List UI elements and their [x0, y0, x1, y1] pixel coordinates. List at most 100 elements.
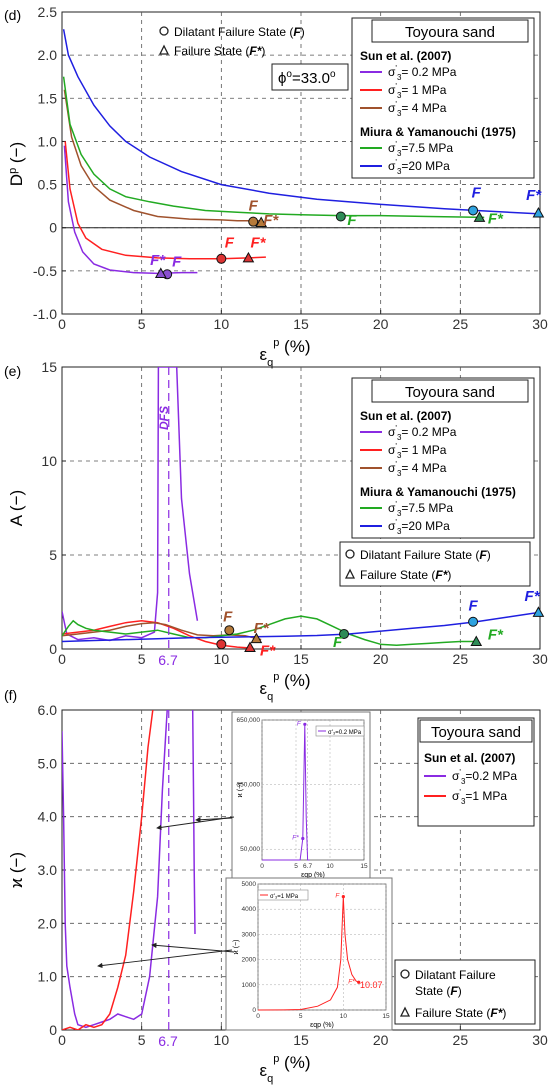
legend-series-label: σ'3=20 MPa	[388, 518, 450, 536]
inset-ylabel: ϰ (−)	[237, 783, 244, 798]
panel-e-markers	[216, 606, 545, 652]
inset-red-legend-text: σ'₃=1 MPa	[270, 894, 299, 900]
inset-x-tick-label: 15	[360, 863, 368, 870]
legend-series-label: σ'3=20 MPa	[388, 158, 450, 176]
y-tick-label: 6.0	[38, 702, 58, 718]
inset-y-tick-label: 50,000	[240, 846, 260, 853]
y-tick-label: 10	[41, 453, 57, 469]
series-line-3	[62, 615, 477, 646]
inset-red-plot: 0 5 10 15 5000 4000 3000 2000 1000 0 F F* εqp (%) ϰ (…	[233, 881, 390, 1029]
inset-marker-label: F*	[348, 978, 355, 985]
inset-red-box	[225, 877, 393, 1031]
marker-triangle	[242, 251, 255, 263]
marker-circle	[224, 625, 235, 636]
y-tick-label: 15	[41, 359, 57, 375]
marker-triangle	[250, 632, 263, 644]
panel-e-legend-box	[351, 377, 535, 539]
panel-e-xlabel: εqp (%)	[259, 671, 310, 703]
panel-d-legend-title-box	[371, 19, 529, 43]
arrow-inset-1b	[195, 817, 233, 823]
legend-circle-icon-f	[400, 969, 410, 979]
x-tick-label: 0	[58, 1032, 66, 1048]
x-tick-label: 30	[532, 316, 548, 332]
point-label: F*	[260, 643, 276, 660]
y-tick-label: 1.0	[38, 969, 58, 985]
marker-circle	[216, 639, 227, 650]
panel-e-legend-title-box	[371, 379, 529, 403]
phi-box	[271, 63, 349, 91]
legend-circle-icon-e	[345, 549, 355, 559]
panel-f-legend-items: σ'3=0.2 MPa σ'3=1 MPa	[424, 768, 517, 806]
svg-text:State (F): State (F)	[415, 984, 462, 998]
y-tick-label: 1.0	[38, 133, 58, 149]
x-tick-label: 0	[58, 316, 66, 332]
x-tick-label: 25	[453, 316, 469, 332]
inset-marker-label: F*	[292, 834, 299, 841]
x-tick-label: 15	[293, 316, 309, 332]
panel-e-point-labels: F F* F* F F* F F*	[223, 588, 541, 660]
x-tick-label: 10	[214, 1032, 230, 1048]
legend-series-label: σ'3= 4 MPa	[388, 460, 447, 478]
point-label: F*	[526, 187, 542, 204]
x-tick-label: 30	[532, 651, 548, 667]
legend-miura: Miura & Yamanouchi (1975)	[360, 125, 516, 139]
inset-marker	[357, 980, 361, 984]
marker-triangle	[154, 267, 167, 278]
panel-d-point-labels: F* FF F*FF* F F*F F*	[150, 185, 542, 271]
inset-purple-legend-text: σ'₃=0.2 MPa	[328, 730, 362, 736]
panel-d-label: (d)	[4, 7, 21, 23]
panel-d-ticks: 0 5 10 15 20 25 30 2.5 2.0 1.5 1.0 0.5 0 -0.5 -1.0	[33, 4, 548, 332]
x-tick-label: 5	[138, 316, 146, 332]
inset-marker	[301, 836, 305, 841]
marker-circle	[339, 628, 350, 639]
series-line-0	[62, 710, 168, 1029]
inset-ylabel: ϰ (−)	[233, 940, 240, 955]
svg-text:Dilatant Failure State (F): Dilatant Failure State (F)	[174, 25, 305, 39]
panel-f-marker-legend-box	[394, 959, 536, 1025]
y-tick-label: 0	[49, 220, 57, 236]
panel-f-67-label: 6.7	[158, 1033, 178, 1049]
y-tick-label: 2.5	[38, 4, 58, 20]
inset-y-tick-label: 4000	[242, 906, 257, 913]
inset-x-tick-label: 5	[299, 1013, 303, 1020]
y-tick-label: 5.0	[38, 755, 58, 771]
panel-e-ylabel: A (−)	[7, 490, 26, 526]
legend-fs-text: Failure State (	[174, 44, 249, 58]
inset-y-tick-label: 5000	[242, 881, 257, 888]
marker-triangle	[255, 216, 268, 228]
inset-y-tick-label: 2000	[242, 957, 257, 964]
series-line-1	[64, 141, 266, 260]
point-label: F*	[250, 235, 266, 252]
svg-text:Failure State (F*): Failure State (F*)	[360, 568, 451, 582]
point-label: F*	[488, 210, 504, 227]
inset-y-tick-label: 1000	[242, 982, 257, 989]
point-label: F*	[525, 588, 541, 605]
point-label: F	[223, 609, 233, 626]
panel-f-label: (f)	[4, 687, 17, 703]
panel-d-marker-legend: Dilatant Failure State (F) Failure State…	[158, 25, 305, 58]
legend-series-label: σ'3=0.2 MPa	[452, 768, 517, 786]
inset-red-1007: 10.07	[360, 980, 383, 990]
marker-triangle	[473, 211, 486, 222]
series-line-0	[62, 367, 199, 642]
inset-x-tick-label: 5	[294, 863, 298, 870]
point-label: F*	[150, 252, 166, 269]
x-tick-label: 10	[214, 316, 230, 332]
legend-series-label: σ'3= 1 MPa	[388, 442, 447, 460]
legend-dfs-line1: Dilatant Failure	[415, 968, 496, 982]
inset-y-tick-label: 3000	[242, 931, 257, 938]
inset-y-tick-label: 650,000	[237, 717, 261, 724]
legend-triangle-icon	[158, 44, 170, 55]
panel-e-marker-legend-box	[339, 541, 531, 587]
panel-d-legend-title: Toyoura sand	[405, 24, 495, 41]
phi-value: ϕo=33.0o	[278, 69, 336, 87]
inset-marker	[303, 722, 307, 726]
panel-f: (f) 0 5 10 15 20 25 306.05.04.03.02.01.00 6.7 …	[4, 687, 548, 1085]
legend-series-label: σ'3=1 MPa	[452, 788, 507, 806]
y-tick-label: 2.0	[38, 915, 58, 931]
legend-miura-e: Miura & Yamanouchi (1975)	[360, 485, 516, 499]
y-tick-label: -0.5	[33, 263, 57, 279]
series-line-2	[63, 89, 263, 222]
